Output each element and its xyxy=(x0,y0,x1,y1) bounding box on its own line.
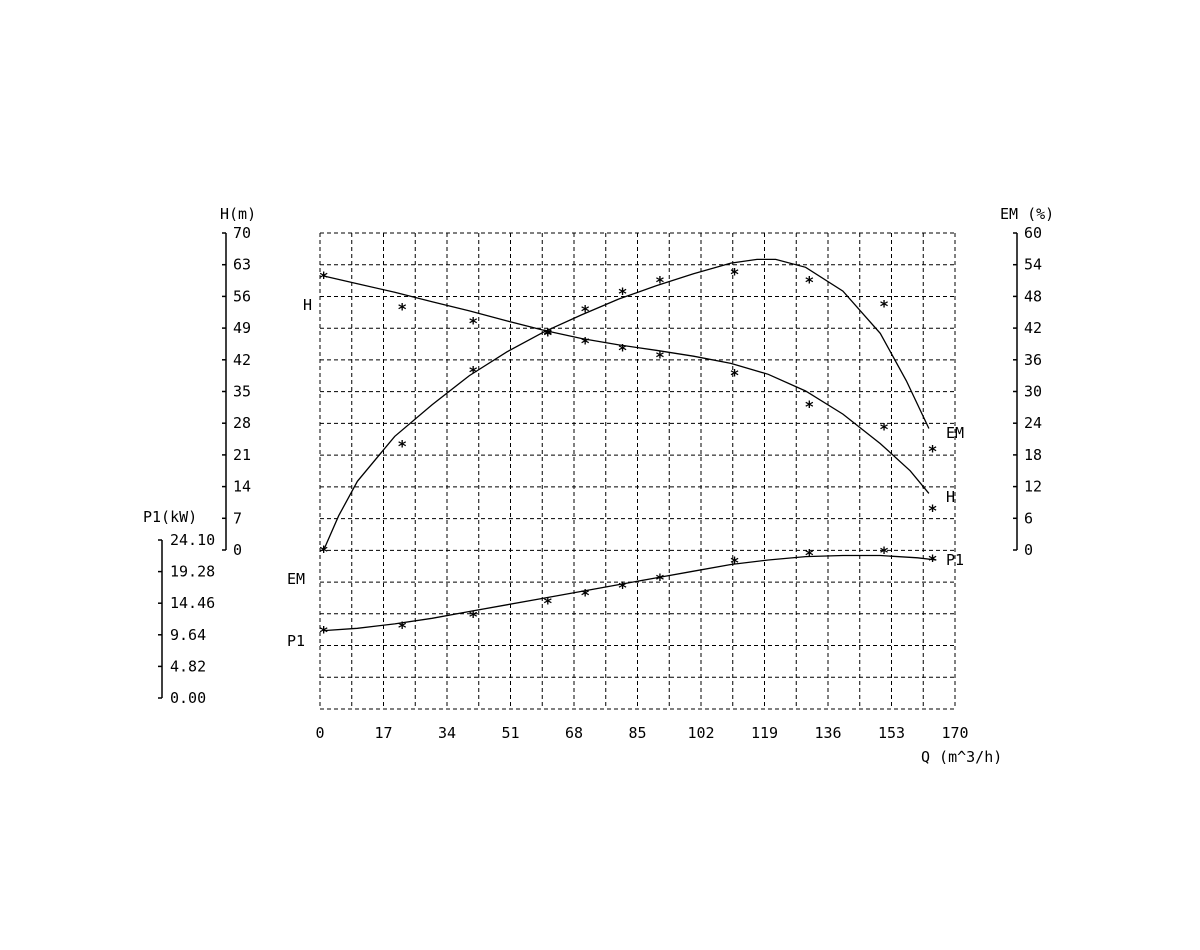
x-axis-tick-label: 17 xyxy=(374,724,392,742)
em-data-point: * xyxy=(319,542,329,561)
em-axis-tick-label: 60 xyxy=(1024,224,1042,242)
h-data-point: * xyxy=(543,325,553,344)
em-axis-tick-label: 6 xyxy=(1024,509,1033,527)
x-axis-tick-label: 119 xyxy=(751,724,778,742)
h-axis-tick-label: 70 xyxy=(233,224,251,242)
h-label-right: H xyxy=(946,488,955,506)
h-data-point: * xyxy=(928,501,938,520)
chart-curve-labels: H H EM EM P1 P1 xyxy=(287,296,964,650)
p1-data-point: * xyxy=(618,578,628,597)
p1-data-point: * xyxy=(397,618,407,637)
x-axis-tick-label: 153 xyxy=(878,724,905,742)
h-data-point: * xyxy=(730,365,740,384)
p1-axis-tick-label: 19.28 xyxy=(170,563,215,581)
p1-data-point: * xyxy=(543,593,553,612)
h-data-point: * xyxy=(618,340,628,359)
h-axis-tick-label: 56 xyxy=(233,287,251,305)
p1-axis-title: P1(kW) xyxy=(143,508,197,526)
em-data-point: * xyxy=(618,284,628,303)
h-data-point: * xyxy=(397,300,407,319)
h-axis-tick-label: 28 xyxy=(233,414,251,432)
h-data-point: * xyxy=(879,420,889,439)
em-axis-tick-label: 18 xyxy=(1024,446,1042,464)
em-axis-title: EM (%) xyxy=(1000,205,1054,223)
h-axis-tick-label: 49 xyxy=(233,319,251,337)
em-axis-tick-label: 54 xyxy=(1024,256,1042,274)
h-data-point: * xyxy=(468,313,478,332)
h-data-point: * xyxy=(805,397,815,416)
p1-data-point: * xyxy=(655,570,665,589)
x-axis-tick-label: 170 xyxy=(941,724,968,742)
em-data-point: * xyxy=(655,273,665,292)
em-axis-tick-label: 36 xyxy=(1024,351,1042,369)
em-data-point: * xyxy=(928,442,938,461)
x-axis-tick-label: 136 xyxy=(814,724,841,742)
h-axis-tick-label: 63 xyxy=(233,256,251,274)
p1-axis-tick-label: 0.00 xyxy=(170,689,206,707)
p1-axis-tick-label: 14.46 xyxy=(170,594,215,612)
h-curve xyxy=(323,275,930,494)
x-axis-tick-label: 102 xyxy=(687,724,714,742)
p1-data-point: * xyxy=(730,553,740,572)
h-axis-title: H(m) xyxy=(220,205,256,223)
p1-data-point: * xyxy=(319,623,329,642)
p1-data-point: * xyxy=(468,607,478,626)
em-data-point: * xyxy=(397,436,407,455)
em-label-right: EM xyxy=(946,424,964,442)
h-axis-tick-label: 35 xyxy=(233,383,251,401)
em-axis-tick-label: 30 xyxy=(1024,383,1042,401)
x-axis-tick-label: 85 xyxy=(628,724,646,742)
em-data-point: * xyxy=(805,273,815,292)
h-axis-tick-label: 42 xyxy=(233,351,251,369)
em-data-point: * xyxy=(468,362,478,381)
p1-data-point: * xyxy=(805,545,815,564)
em-data-point: * xyxy=(543,325,553,344)
h-axis-tick-label: 7 xyxy=(233,509,242,527)
h-data-point: * xyxy=(319,268,329,287)
em-data-point: * xyxy=(730,265,740,284)
em-axis-tick-label: 0 xyxy=(1024,541,1033,559)
chart-grid xyxy=(319,232,956,710)
em-data-point: * xyxy=(879,296,889,315)
h-axis-tick-label: 0 xyxy=(233,541,242,559)
p1-data-point: * xyxy=(580,586,590,605)
p1-data-point: * xyxy=(928,551,938,570)
em-axis-tick-label: 12 xyxy=(1024,478,1042,496)
chart-axes: H(m) EM (%) P1(kW) Q (m^3/h) 70635649423… xyxy=(143,205,1054,766)
x-axis-tick-label: 0 xyxy=(315,724,324,742)
x-axis-tick-label: 51 xyxy=(501,724,519,742)
p1-data-point: * xyxy=(879,543,889,562)
p1-axis-tick-label: 24.10 xyxy=(170,531,215,549)
h-axis-tick-label: 14 xyxy=(233,478,251,496)
chart-curves xyxy=(323,258,937,632)
x-axis-tick-label: 34 xyxy=(438,724,456,742)
em-label-left: EM xyxy=(287,570,305,588)
x-axis-tick-label: 68 xyxy=(565,724,583,742)
x-axis-title: Q (m^3/h) xyxy=(921,748,1002,766)
p1-axis-tick-label: 9.64 xyxy=(170,626,206,644)
em-axis-tick-label: 42 xyxy=(1024,319,1042,337)
h-data-point: * xyxy=(655,347,665,366)
h-data-point: * xyxy=(580,334,590,353)
em-axis-tick-label: 24 xyxy=(1024,414,1042,432)
p1-label-right: P1 xyxy=(946,551,964,569)
p1-curve xyxy=(323,554,937,632)
em-curve xyxy=(323,258,930,551)
p1-label-left: P1 xyxy=(287,632,305,650)
em-data-point: * xyxy=(580,302,590,321)
h-label-left: H xyxy=(303,296,312,314)
chart-points: **** * * ************ * **** *** * * ** * * * xyxy=(319,265,937,642)
h-axis-tick-label: 21 xyxy=(233,446,251,464)
p1-axis-tick-label: 4.82 xyxy=(170,657,206,675)
em-axis-tick-label: 48 xyxy=(1024,287,1042,305)
